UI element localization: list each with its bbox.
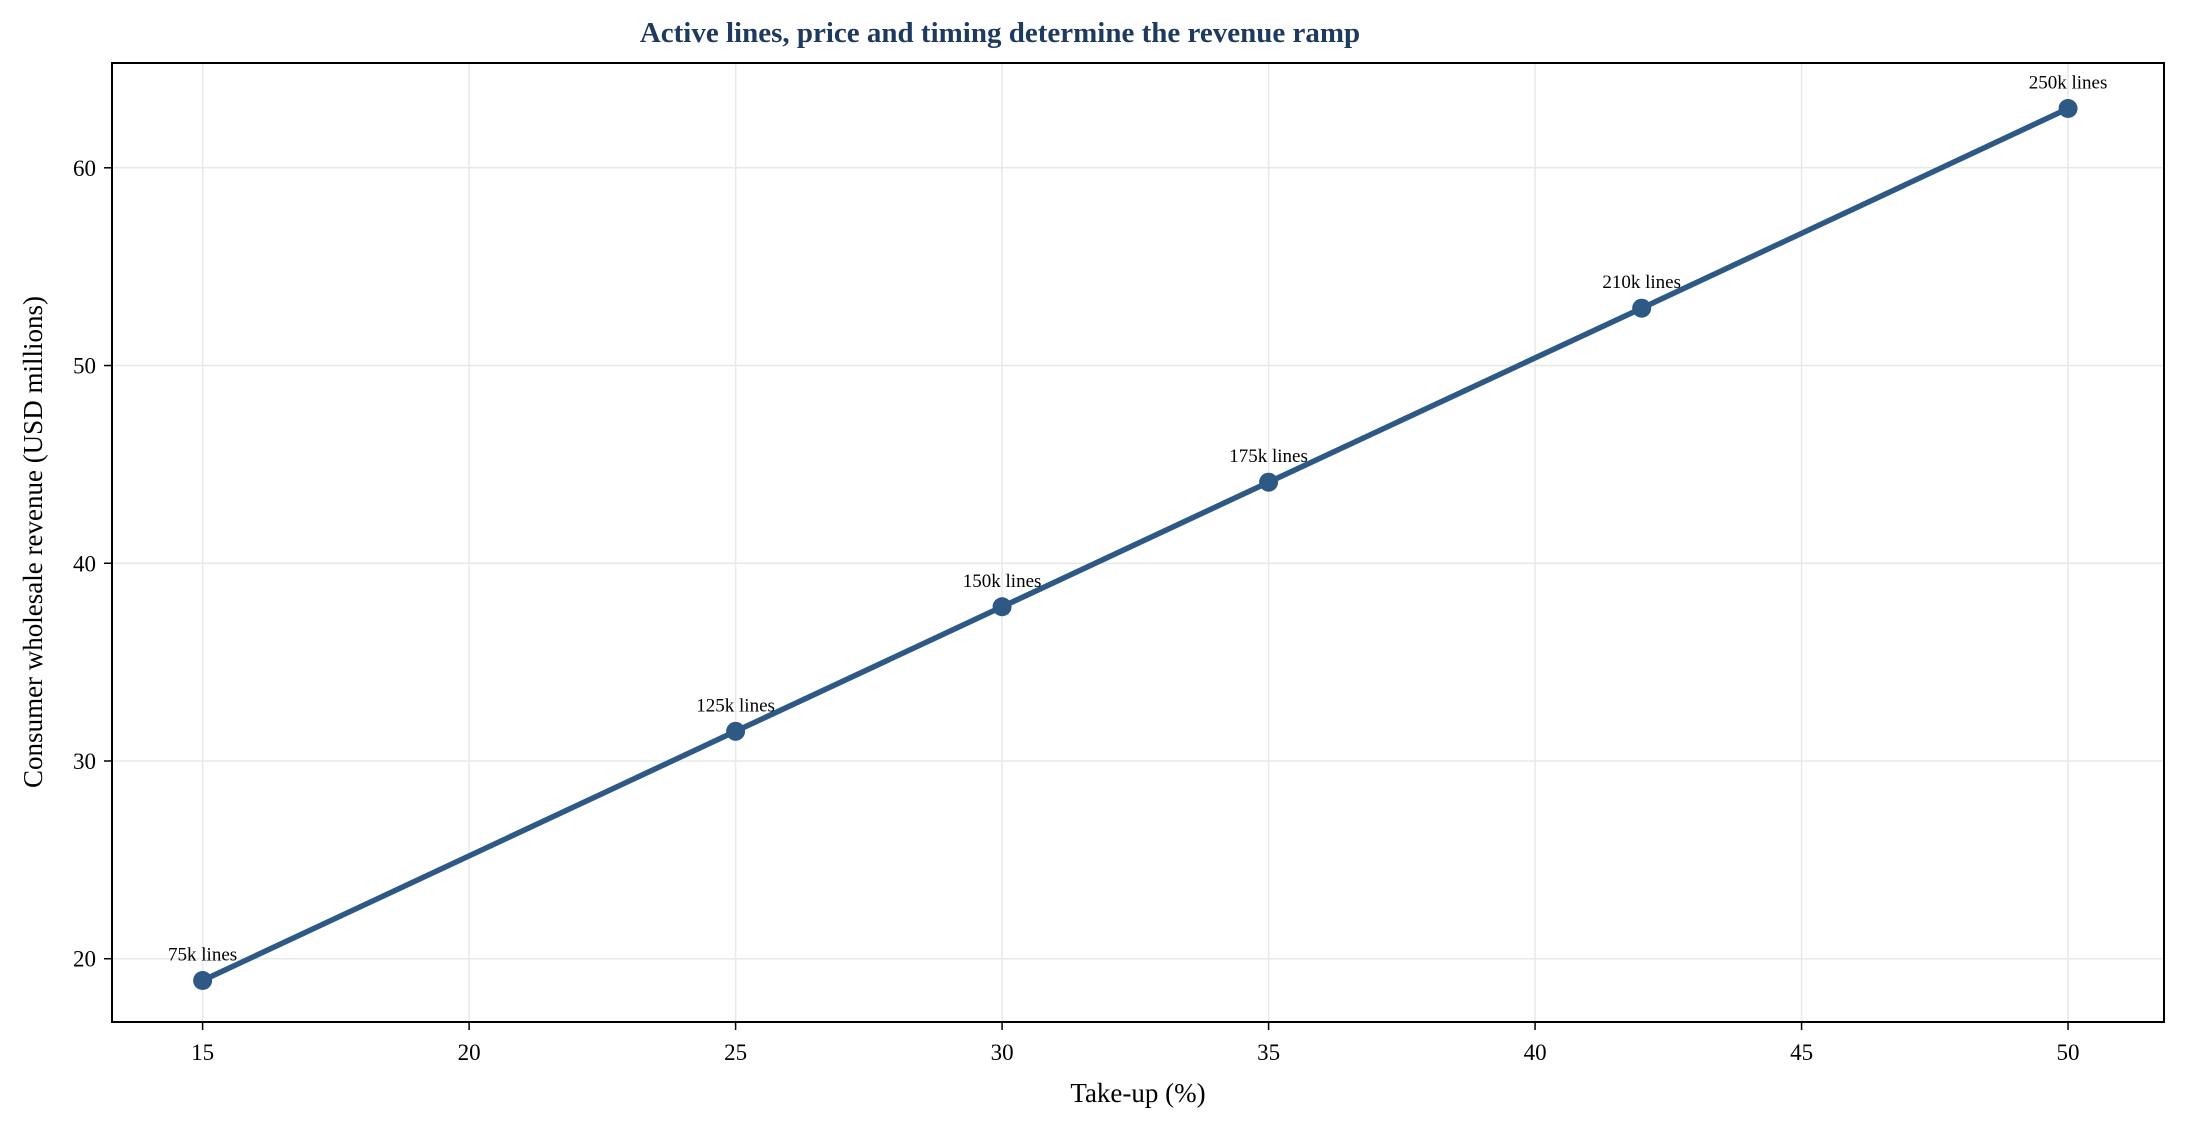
x-tick-label: 25	[724, 1040, 747, 1065]
y-tick-label: 40	[73, 551, 96, 576]
data-label: 175k lines	[1229, 446, 1308, 467]
data-label: 210k lines	[1602, 272, 1681, 293]
y-axis-label: Consumer wholesale revenue (USD millions…	[18, 296, 48, 788]
x-tick-label: 40	[1524, 1040, 1547, 1065]
data-point	[726, 721, 746, 741]
data-point	[992, 597, 1012, 617]
data-point	[193, 970, 213, 990]
data-point	[2058, 98, 2078, 118]
x-tick-label: 30	[991, 1040, 1014, 1065]
x-tick-label: 35	[1257, 1040, 1280, 1065]
data-point	[1259, 472, 1279, 492]
y-tick-label: 50	[73, 354, 96, 379]
grid-layer	[112, 63, 2164, 1022]
tick-layer: 15 20 25 30 35 40 45 50 20 30 40 50 60	[73, 156, 2080, 1065]
x-tick-label: 15	[191, 1040, 214, 1065]
y-tick-label: 30	[73, 749, 96, 774]
chart-title: Active lines, price and timing determine…	[640, 17, 1360, 49]
series-layer	[193, 98, 2078, 990]
x-tick-label: 45	[1790, 1040, 1813, 1065]
y-tick-label: 20	[73, 947, 96, 972]
x-tick-label: 50	[2057, 1040, 2080, 1065]
series-line	[199, 105, 2071, 984]
x-axis-label: Take-up (%)	[1070, 1078, 1205, 1108]
data-point	[1632, 298, 1652, 318]
data-label: 125k lines	[696, 695, 775, 716]
y-tick-label: 60	[73, 156, 96, 181]
x-tick-label: 20	[458, 1040, 481, 1065]
data-label: 75k lines	[168, 944, 237, 965]
data-label: 250k lines	[2029, 72, 2108, 93]
label-layer: 75k lines 125k lines 150k lines 175k lines 2…	[168, 72, 2107, 965]
plot-frame	[111, 62, 2165, 1023]
data-label: 150k lines	[963, 571, 1042, 592]
